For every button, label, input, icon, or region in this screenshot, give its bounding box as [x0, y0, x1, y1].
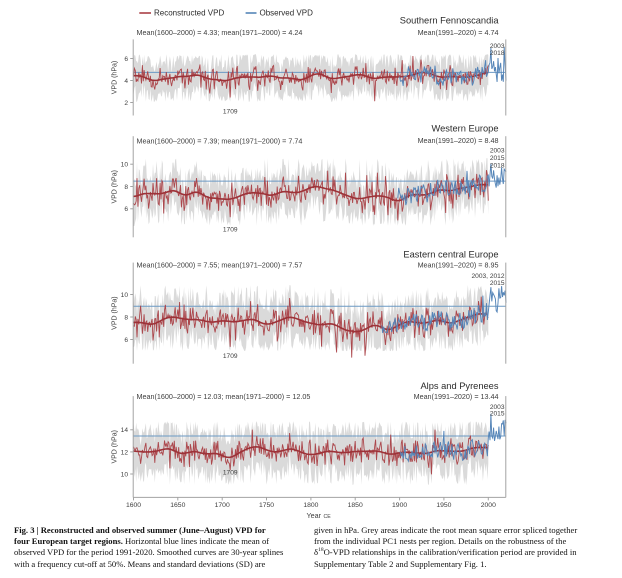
svg-text:1800: 1800	[303, 502, 318, 509]
svg-text:Mean(1991–2020) = 13.44: Mean(1991–2020) = 13.44	[414, 392, 499, 401]
svg-text:VPD (hPa): VPD (hPa)	[112, 61, 119, 94]
svg-text:2000: 2000	[481, 502, 496, 509]
svg-text:Mean(1991–2020) = 8.95: Mean(1991–2020) = 8.95	[418, 261, 499, 270]
svg-text:VPD (hPa): VPD (hPa)	[112, 430, 119, 463]
svg-text:2018: 2018	[490, 162, 505, 169]
svg-text:1950: 1950	[436, 502, 451, 509]
svg-text:6: 6	[124, 337, 128, 344]
svg-text:Observed VPD: Observed VPD	[260, 9, 314, 18]
svg-text:Year: Year	[306, 511, 321, 520]
svg-text:Reconstructed VPD: Reconstructed VPD	[154, 9, 224, 18]
svg-text:2: 2	[124, 100, 128, 107]
svg-text:Eastern central Europe: Eastern central Europe	[403, 250, 498, 260]
svg-text:CE: CE	[324, 514, 332, 520]
svg-text:2003: 2003	[490, 148, 505, 155]
svg-text:2003: 2003	[490, 404, 505, 411]
svg-text:1709: 1709	[223, 108, 238, 115]
svg-text:4: 4	[124, 78, 128, 85]
svg-text:1709: 1709	[223, 226, 238, 233]
svg-text:1700: 1700	[215, 502, 230, 509]
svg-text:10: 10	[121, 471, 129, 478]
svg-text:Mean(1991–2020) = 8.48: Mean(1991–2020) = 8.48	[418, 136, 499, 145]
svg-text:Southern Fennoscandia: Southern Fennoscandia	[400, 16, 500, 26]
svg-text:Mean(1600–2000) = 4.33; mean(1: Mean(1600–2000) = 4.33; mean(1971–2000) …	[137, 28, 303, 37]
svg-text:8: 8	[124, 314, 128, 321]
svg-text:VPD (hPa): VPD (hPa)	[112, 296, 119, 329]
svg-text:8: 8	[124, 184, 128, 191]
svg-text:1900: 1900	[392, 502, 407, 509]
svg-text:6: 6	[124, 56, 128, 63]
svg-text:6: 6	[124, 206, 128, 213]
svg-text:1600: 1600	[126, 502, 141, 509]
svg-text:10: 10	[121, 162, 129, 169]
svg-text:Mean(1600–2000) = 7.55; mean(1: Mean(1600–2000) = 7.55; mean(1971–2000) …	[137, 261, 303, 270]
svg-text:2015: 2015	[490, 410, 505, 417]
svg-text:Western Europe: Western Europe	[431, 124, 498, 134]
svg-text:Mean(1600–2000) = 7.39; mean(1: Mean(1600–2000) = 7.39; mean(1971–2000) …	[137, 136, 303, 145]
svg-text:1709: 1709	[223, 470, 238, 477]
svg-text:2003, 2012: 2003, 2012	[471, 273, 504, 280]
svg-text:14: 14	[121, 427, 129, 434]
svg-text:2015: 2015	[490, 280, 505, 287]
svg-text:1850: 1850	[348, 502, 363, 509]
svg-text:2003: 2003	[490, 43, 505, 50]
svg-text:1650: 1650	[170, 502, 185, 509]
svg-text:VPD (hPa): VPD (hPa)	[112, 170, 119, 203]
svg-text:Alps and Pyrenees: Alps and Pyrenees	[420, 381, 498, 391]
svg-text:12: 12	[121, 449, 129, 456]
svg-text:10: 10	[121, 292, 129, 299]
svg-text:1750: 1750	[259, 502, 274, 509]
svg-text:Mean(1600–2000) = 12.03; mean(: Mean(1600–2000) = 12.03; mean(1971–2000)…	[137, 392, 311, 401]
svg-text:Mean(1991–2020) = 4.74: Mean(1991–2020) = 4.74	[418, 28, 499, 37]
svg-text:2015: 2015	[490, 155, 505, 162]
svg-text:1709: 1709	[223, 353, 238, 360]
svg-text:2018: 2018	[490, 50, 505, 57]
